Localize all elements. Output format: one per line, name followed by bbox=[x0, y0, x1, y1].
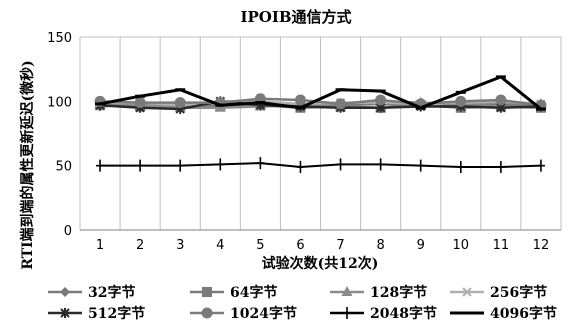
data-point-marker bbox=[96, 159, 105, 172]
legend-label: 64字节 bbox=[230, 284, 277, 301]
series-line bbox=[100, 97, 542, 107]
y-tick-label: 50 bbox=[55, 160, 72, 175]
series-line bbox=[99, 100, 541, 111]
data-point-marker bbox=[336, 158, 345, 171]
data-point-marker bbox=[335, 98, 347, 110]
data-point-marker bbox=[60, 287, 70, 297]
data-point-marker bbox=[201, 307, 213, 319]
x-tick-label: 4 bbox=[216, 238, 224, 253]
series-7 bbox=[96, 157, 545, 173]
x-tick-label: 1 bbox=[96, 238, 104, 253]
legend-label: 4096字节 bbox=[490, 305, 557, 322]
x-tick-label: 12 bbox=[533, 238, 550, 253]
legend-item: 1024字节 bbox=[190, 305, 297, 322]
x-tick-label: 2 bbox=[136, 238, 144, 253]
data-point-marker bbox=[455, 95, 467, 107]
legend: 32字节 64字节 128字节 256字节 512字节 1024字节 2048字节 4096字… bbox=[48, 284, 557, 322]
x-tick-label: 9 bbox=[417, 238, 425, 253]
y-tick-label: 100 bbox=[47, 95, 72, 110]
legend-label: 512字节 bbox=[88, 305, 145, 322]
y-tick-label: 150 bbox=[47, 31, 72, 46]
series-line bbox=[99, 75, 542, 111]
data-point-marker bbox=[462, 287, 472, 297]
legend-label: 128字节 bbox=[370, 284, 427, 301]
x-tick-label: 3 bbox=[176, 238, 184, 253]
series-line bbox=[100, 100, 541, 110]
data-point-marker bbox=[343, 307, 351, 319]
x-tick-label: 6 bbox=[296, 238, 304, 253]
series-layer bbox=[94, 75, 547, 173]
data-point-marker bbox=[376, 158, 385, 171]
legend-item: 512字节 bbox=[48, 305, 145, 322]
x-tick-label: 8 bbox=[376, 238, 384, 253]
legend-item: 32字节 bbox=[48, 284, 135, 301]
legend-item: 4096字节 bbox=[450, 305, 557, 322]
data-point-marker bbox=[294, 94, 306, 106]
data-point-marker bbox=[416, 159, 425, 172]
data-point-marker bbox=[60, 308, 70, 318]
data-point-marker bbox=[216, 158, 225, 171]
data-point-marker bbox=[341, 286, 353, 296]
legend-item: 128字节 bbox=[330, 284, 427, 301]
series-8 bbox=[95, 75, 546, 111]
chart-title: IPOIB通信方式 bbox=[240, 8, 351, 26]
data-point-marker bbox=[256, 157, 265, 170]
legend-item: 2048字节 bbox=[330, 305, 437, 322]
data-point-marker bbox=[174, 97, 186, 109]
x-tick-label: 10 bbox=[453, 238, 470, 253]
data-point-marker bbox=[496, 160, 505, 173]
legend-label: 32字节 bbox=[88, 284, 135, 301]
legend-item: 256字节 bbox=[450, 284, 547, 301]
data-point-marker bbox=[536, 159, 545, 172]
data-point-marker bbox=[296, 160, 305, 173]
series-line bbox=[100, 100, 542, 107]
legend-label: 2048字节 bbox=[370, 305, 437, 322]
x-tick-label: 5 bbox=[256, 238, 264, 253]
legend-item: 64字节 bbox=[190, 284, 277, 301]
grid-layer bbox=[79, 36, 562, 230]
legend-label: 256字节 bbox=[490, 284, 547, 301]
legend-label: 1024字节 bbox=[230, 305, 297, 322]
x-tick-label: 7 bbox=[336, 238, 344, 253]
data-point-marker bbox=[136, 159, 145, 172]
data-point-marker bbox=[176, 159, 185, 172]
y-tick-label: 0 bbox=[64, 224, 72, 239]
data-point-marker bbox=[375, 94, 387, 106]
data-point-marker bbox=[495, 94, 507, 106]
x-tick-label: 11 bbox=[493, 238, 510, 253]
y-axis-label: RTI端到端的属性更新延迟(微秒) bbox=[19, 60, 36, 270]
data-point-marker bbox=[134, 97, 146, 109]
x-axis-label: 试验次数(共12次) bbox=[262, 255, 379, 272]
series-line bbox=[100, 162, 541, 168]
data-point-marker bbox=[202, 287, 212, 297]
data-point-marker bbox=[456, 160, 465, 173]
